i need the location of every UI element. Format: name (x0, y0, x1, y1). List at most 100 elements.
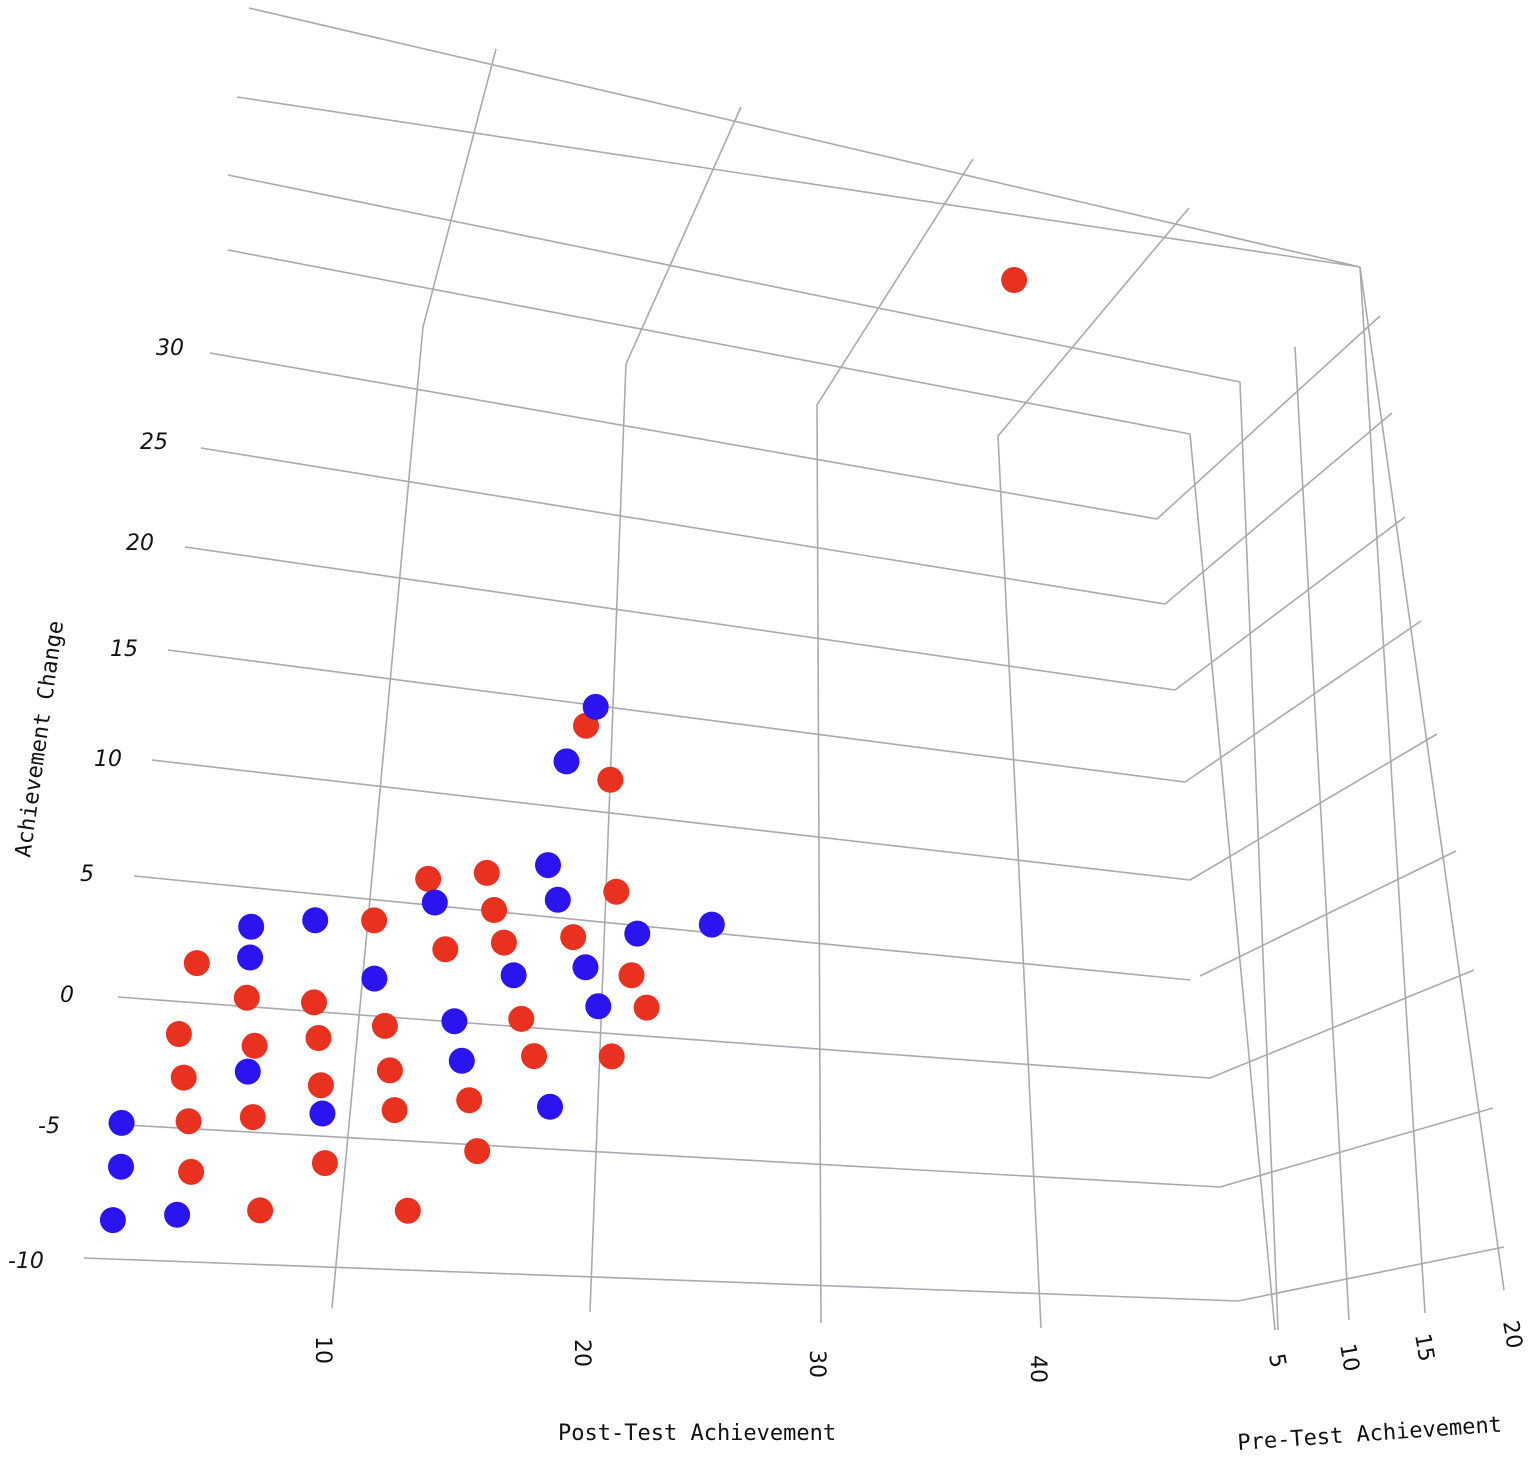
blue-data-point (164, 1201, 191, 1228)
blue-data-point (99, 1207, 126, 1234)
blue-data-point (572, 954, 599, 981)
x-tick-label: 20 (569, 1339, 594, 1367)
red-data-point (307, 1072, 334, 1099)
red-data-point (178, 1158, 205, 1185)
red-data-point (597, 766, 624, 793)
red-data-point (394, 1197, 421, 1224)
z-tick-label: -10 (8, 1249, 44, 1274)
blue-data-point (537, 1093, 563, 1120)
red-data-point (464, 1138, 491, 1165)
blue-data-point (585, 993, 612, 1020)
gridline (1189, 733, 1438, 881)
gridline (184, 546, 1176, 691)
z-tick-label: 30 (156, 336, 184, 361)
z-tick-label: 25 (140, 430, 168, 455)
red-data-point (508, 1005, 535, 1032)
red-data-point (305, 1025, 332, 1051)
red-data-point (301, 989, 327, 1016)
gridline (1164, 412, 1393, 605)
gridline (1199, 850, 1457, 977)
blue-data-point (448, 1047, 475, 1074)
blue-data-point (544, 886, 571, 913)
gridline (107, 1123, 1221, 1188)
z-tick-label: 15 (110, 637, 138, 662)
y-tick-label: 15 (1409, 1332, 1438, 1364)
gridline (816, 158, 974, 1324)
red-data-point (415, 865, 442, 892)
data-points (99, 267, 1028, 1234)
blue-data-point (361, 965, 388, 992)
gridline (1219, 1107, 1494, 1188)
red-data-point (165, 1021, 192, 1047)
z-tick-label: -5 (38, 1114, 60, 1139)
blue-data-point (108, 1109, 135, 1136)
gridline (209, 352, 1158, 520)
z-tick-label: 20 (126, 531, 154, 556)
red-data-point (311, 1150, 338, 1177)
red-data-point (239, 1104, 266, 1131)
x-tick-label: 10 (310, 1336, 335, 1364)
blue-data-point (238, 913, 265, 940)
z-tick-label: 0 (60, 983, 74, 1008)
gridline (1184, 620, 1422, 783)
red-data-point (603, 878, 630, 905)
axis-titles: Post-Test Achievement Pre-Test Achieveme… (11, 619, 1502, 1456)
gridline (248, 7, 1361, 268)
gridline (167, 649, 1186, 783)
red-data-point (241, 1032, 268, 1059)
gridline (997, 207, 1190, 1329)
x-tick-label: 30 (804, 1350, 829, 1378)
gridline (151, 759, 1191, 881)
gridline (1156, 315, 1381, 520)
red-data-point (521, 1043, 547, 1070)
x-axis-title: Post-Test Achievement (558, 1421, 836, 1446)
gridlines (83, 7, 1505, 1331)
y-tick-label: 5 (1263, 1352, 1290, 1370)
gridline (331, 48, 497, 1309)
gridline (1189, 433, 1276, 1331)
red-data-point (473, 859, 500, 886)
gridline (117, 996, 1211, 1079)
red-data-point (456, 1087, 483, 1114)
red-data-point (481, 897, 508, 923)
gridline (1174, 516, 1406, 691)
red-data-point (361, 907, 388, 934)
z-tick-label: 10 (94, 747, 122, 772)
y-tick-label: 20 (1497, 1319, 1526, 1351)
blue-data-point (553, 748, 580, 775)
y-tick-label: 10 (1334, 1342, 1363, 1374)
gridline (1209, 969, 1475, 1079)
red-data-point (371, 1012, 398, 1039)
gridline (236, 96, 1361, 268)
red-data-point (618, 962, 645, 989)
blue-data-point (302, 907, 329, 934)
red-data-point (432, 936, 459, 963)
blue-data-point (309, 1100, 336, 1127)
red-data-point (381, 1097, 408, 1124)
y-axis-title: Pre-Test Achievement (1237, 1413, 1503, 1456)
blue-data-point (500, 962, 527, 989)
blue-data-point (237, 944, 264, 971)
gridline (1294, 346, 1350, 1321)
blue-data-point (698, 911, 725, 938)
gridline (83, 1257, 1239, 1302)
gridline (133, 875, 1191, 981)
red-data-point (490, 929, 517, 956)
z-axis-title: Achievement Change (11, 619, 69, 859)
gridline (1359, 266, 1505, 1291)
red-data-point (560, 924, 587, 951)
x-tick-label: 40 (1025, 1355, 1050, 1383)
gridline (227, 249, 1191, 435)
z-tick-label: 5 (80, 862, 94, 887)
blue-data-point (108, 1153, 134, 1180)
gridline (589, 106, 742, 1313)
blue-data-point (624, 920, 651, 947)
red-data-point (247, 1197, 274, 1224)
gridline (1237, 1246, 1505, 1302)
blue-data-point (234, 1058, 261, 1085)
red-data-point (170, 1064, 197, 1091)
red-data-point (598, 1043, 625, 1070)
red-data-point (376, 1057, 403, 1084)
